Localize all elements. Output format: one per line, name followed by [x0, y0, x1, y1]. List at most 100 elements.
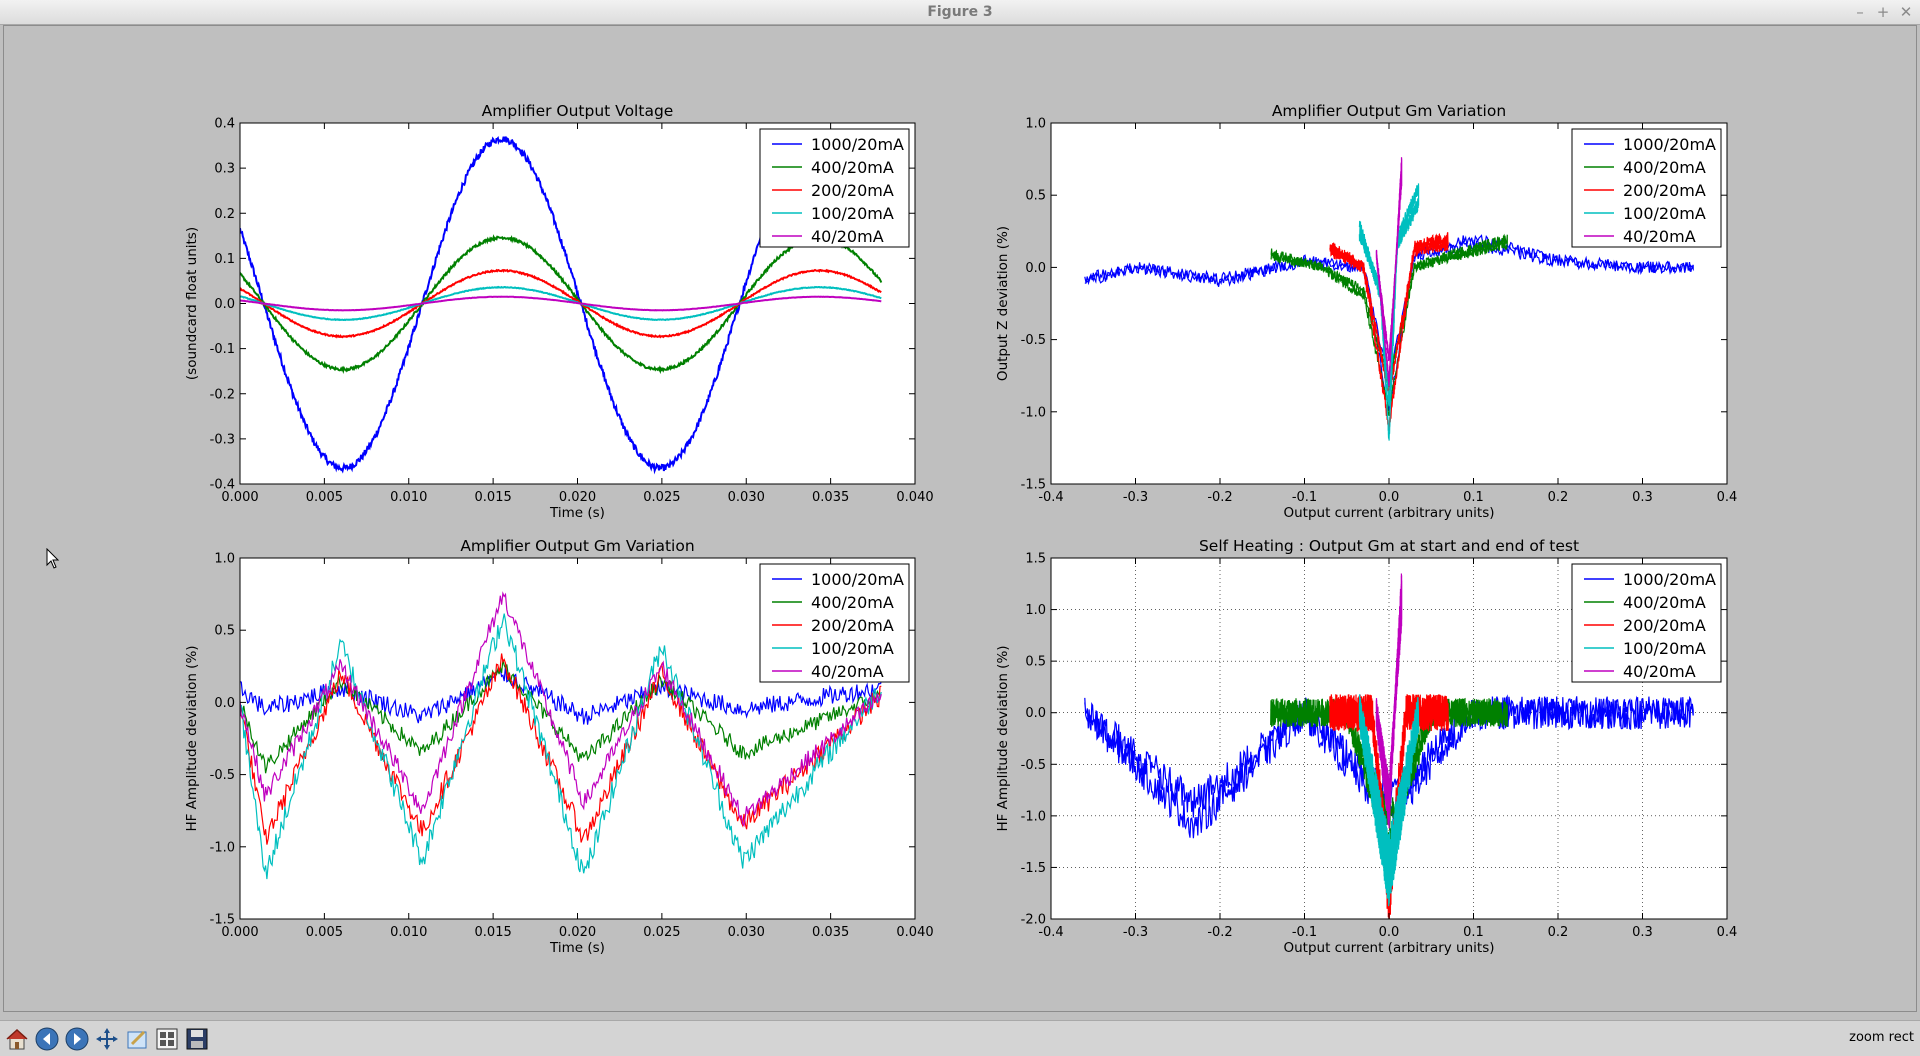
series-line-400-20mA: [240, 659, 882, 774]
legend-label: 400/20mA: [1623, 158, 1706, 177]
x-axis-label: Time (s): [549, 505, 605, 521]
y-tick-label: 1.5: [1025, 552, 1046, 567]
legend-label: 40/20mA: [811, 227, 884, 246]
arrow-right-icon[interactable]: [64, 1026, 90, 1052]
y-tick-label: 1.0: [1025, 117, 1046, 132]
y-axis-label: Output Z deviation (%): [995, 226, 1011, 381]
series-line-100-20mA: [240, 613, 882, 880]
y-tick-label: 1.0: [214, 552, 235, 567]
y-tick-label: 0.0: [214, 297, 235, 312]
legend-box: [759, 563, 910, 683]
chart-title: Amplifier Output Voltage: [482, 102, 674, 120]
maximize-icon[interactable]: +: [1876, 3, 1890, 21]
x-tick-label: 0.2: [1548, 925, 1569, 940]
legend: 1000/20mA 400/20mA 200/20mA 100/20mA 40/20mA: [759, 563, 910, 683]
y-tick-label: -0.4: [210, 478, 235, 493]
x-axis-label: Time (s): [549, 940, 605, 956]
series-line-40-20mA: [1375, 157, 1403, 387]
legend-label: 100/20mA: [1623, 639, 1706, 658]
y-tick-label: -1.0: [1021, 809, 1046, 824]
window-titlebar: Figure 3 – + ✕: [0, 0, 1920, 25]
x-tick-label: 0.3: [1632, 490, 1653, 505]
y-tick-label: 0.0: [214, 696, 235, 711]
x-tick-label: 0.005: [306, 490, 343, 505]
y-tick-label: 0.5: [214, 624, 235, 639]
legend: 1000/20mA 400/20mA 200/20mA 100/20mA 40/20mA: [1571, 563, 1722, 683]
arrow-left-icon[interactable]: [34, 1026, 60, 1052]
zoom-rect-icon[interactable]: [124, 1026, 150, 1052]
series-group: [1084, 573, 1694, 919]
y-tick-label: 0.1: [214, 252, 235, 267]
y-tick-label: -0.5: [210, 768, 235, 783]
x-tick-label: 0.040: [896, 925, 933, 940]
close-icon[interactable]: ✕: [1899, 3, 1913, 21]
legend-label: 100/20mA: [1623, 204, 1706, 223]
series-line-400-20mA: [240, 233, 883, 375]
x-tick-label: 0.010: [390, 490, 427, 505]
move-cross-icon[interactable]: [94, 1026, 120, 1052]
y-tick-label: 0.5: [1025, 189, 1046, 204]
y-tick-label: 0.2: [214, 207, 235, 222]
navigation-toolbar: zoom rect: [0, 1020, 1920, 1056]
legend-label: 200/20mA: [1623, 616, 1706, 635]
y-tick-label: -1.5: [1021, 478, 1046, 493]
legend-box: [1571, 563, 1722, 683]
x-tick-label: 0.1: [1463, 925, 1484, 940]
window-title: Figure 3: [927, 4, 993, 20]
x-tick-label: 0.040: [896, 490, 933, 505]
x-tick-label: 0.035: [812, 925, 849, 940]
series-line-200-20mA: [240, 268, 882, 339]
floppy-disk-icon[interactable]: [184, 1026, 210, 1052]
legend-box: [1571, 128, 1722, 248]
y-axis-label: (soundcard float units): [184, 227, 200, 380]
y-tick-label: -0.5: [1021, 333, 1046, 348]
y-tick-label: -1.5: [1021, 861, 1046, 876]
y-tick-label: 0.3: [214, 162, 235, 177]
legend: 1000/20mA 400/20mA 200/20mA 100/20mA 40/20mA: [759, 128, 910, 248]
x-tick-label: -0.2: [1207, 925, 1232, 940]
y-tick-label: -1.0: [210, 840, 235, 855]
subplots-icon[interactable]: [154, 1026, 180, 1052]
y-tick-label: 0.4: [214, 117, 235, 132]
mouse-pointer-icon: [46, 548, 60, 569]
series-group: [1084, 157, 1694, 441]
x-tick-label: 0.2: [1548, 490, 1569, 505]
legend-label: 200/20mA: [811, 616, 894, 635]
series-line-40-20mA: [240, 295, 882, 312]
x-tick-label: 0.010: [390, 925, 427, 940]
x-tick-label: 0.000: [221, 925, 258, 940]
x-axis-label: Output current (arbitrary units): [1284, 505, 1495, 521]
x-tick-label: 0.015: [475, 925, 512, 940]
y-tick-label: -0.5: [1021, 758, 1046, 773]
minimize-icon[interactable]: –: [1856, 3, 1864, 21]
legend-label: 200/20mA: [811, 181, 894, 200]
x-tick-label: 0.3: [1632, 925, 1653, 940]
legend-label: 1000/20mA: [811, 570, 904, 589]
x-tick-label: -0.4: [1038, 490, 1063, 505]
legend-label: 40/20mA: [811, 662, 884, 681]
x-tick-label: 0.030: [728, 490, 765, 505]
x-tick-label: 0.020: [559, 925, 596, 940]
x-tick-label: 0.025: [643, 925, 680, 940]
legend-label: 400/20mA: [811, 593, 894, 612]
legend-label: 100/20mA: [811, 639, 894, 658]
home-icon[interactable]: [4, 1026, 30, 1052]
series-line-100-20mA: [1358, 694, 1420, 907]
toolbar-mode-text: zoom rect: [1849, 1030, 1914, 1045]
chart-3: 0.000 0.005 0.010 0.015 0.020 0.025 0.030 0.035…: [184, 537, 934, 956]
x-tick-label: 0.0: [1379, 490, 1400, 505]
y-tick-label: 0.0: [1025, 261, 1046, 276]
y-axis-label: HF Amplitude deviation (%): [184, 645, 200, 831]
legend-label: 400/20mA: [1623, 593, 1706, 612]
series-line-400-20mA: [1270, 233, 1508, 417]
legend-box: [759, 128, 910, 248]
x-tick-label: 0.035: [812, 490, 849, 505]
chart-title: Self Heating : Output Gm at start and en…: [1199, 537, 1579, 555]
y-tick-label: -2.0: [1021, 913, 1046, 928]
legend: 1000/20mA 400/20mA 200/20mA 100/20mA 40/20mA: [1571, 128, 1722, 248]
legend-label: 40/20mA: [1623, 227, 1696, 246]
x-tick-label: 0.4: [1717, 490, 1738, 505]
series-group: [240, 591, 882, 880]
x-tick-label: -0.3: [1123, 925, 1148, 940]
